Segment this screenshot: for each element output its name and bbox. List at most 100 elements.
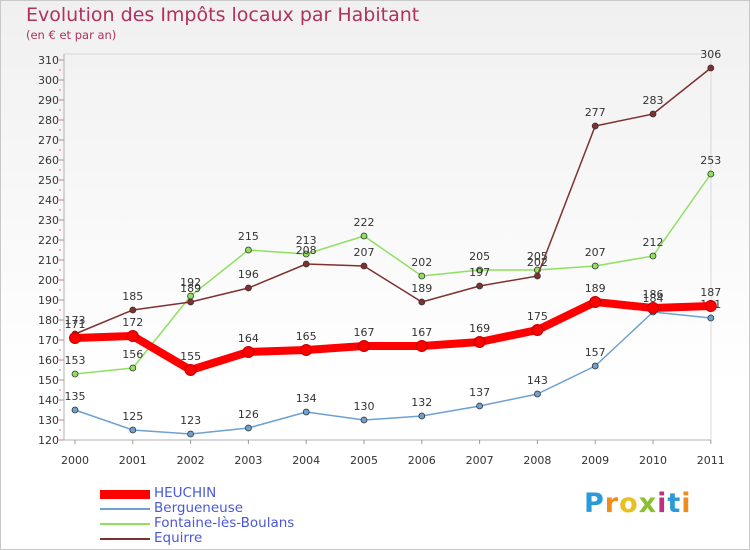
x-tick-label: 2002 [177,454,205,467]
data-label: 213 [296,234,317,247]
logo-letter: i [681,488,692,519]
data-point [358,340,370,352]
data-label: 306 [700,48,721,61]
chart-subtitle: (en € et par an) [26,28,117,42]
series-heuchin: 171 172 155 164 165 167 167 169 175 189 186 187 [65,282,721,376]
data-label: 202 [527,256,548,269]
series-line [71,298,715,374]
data-point [534,272,541,280]
data-label: 156 [122,348,143,361]
data-point [184,364,197,376]
data-label: 207 [354,246,375,259]
data-point [187,430,195,438]
x-tick-label: 2009 [581,454,609,467]
data-label: 143 [527,374,548,387]
data-point [302,408,310,416]
data-point [531,324,544,336]
data-label: 215 [238,230,259,243]
x-tick-label: 2007 [466,454,494,467]
data-label: 173 [65,314,86,327]
logo-letter: r [604,488,620,519]
data-label: 197 [469,266,490,279]
y-tick-label: 300 [38,74,59,87]
data-point [473,336,486,348]
logo-letter: P [584,488,605,519]
data-label: 135 [65,390,86,403]
data-point [360,262,368,270]
y-tick-label: 280 [38,114,59,127]
data-label: 167 [411,326,432,339]
data-point [71,370,79,378]
y-tick-label: 150 [38,374,59,387]
data-point [360,416,368,424]
data-point [704,300,717,312]
data-label: 253 [700,154,721,167]
x-tick-label: 2011 [697,454,725,467]
data-label: 283 [643,94,664,107]
data-point [649,110,657,118]
y-tick-label: 180 [38,314,59,327]
data-label: 207 [585,246,606,259]
data-point [129,306,137,314]
data-label: 186 [643,288,664,301]
legend-swatch [100,489,150,499]
data-point [244,284,252,292]
x-tick-label: 2006 [408,454,436,467]
y-tick-label: 190 [38,294,59,307]
x-tick-label: 2001 [119,454,147,467]
data-label: 132 [411,396,432,409]
data-point [71,406,79,414]
logo-letter: o [619,488,639,519]
data-point [589,296,602,308]
data-point [418,272,426,280]
legend-label: Fontaine-lès-Boulans [154,515,295,531]
data-point [476,282,484,290]
data-point [418,412,426,420]
data-point [129,364,137,372]
legend-swatch [100,523,150,525]
data-label: 167 [354,326,375,339]
y-tick-label: 200 [38,274,59,287]
data-label: 164 [238,332,259,345]
x-tick-label: 2004 [292,454,320,467]
legend-swatch [100,508,150,510]
data-label: 172 [122,316,143,329]
y-tick-label: 120 [38,434,59,447]
proxiti-logo: Proxiti [584,488,692,519]
chart-title: Evolution des Impôts locaux par Habitant [26,4,420,26]
y-tick-label: 220 [38,234,59,247]
data-label: 171 [65,318,86,331]
data-point [302,250,310,258]
data-point [360,232,368,240]
x-tick-label: 2003 [234,454,262,467]
y-tick-label: 140 [38,394,59,407]
data-label: 126 [238,408,259,421]
data-label: 187 [700,286,721,299]
data-label: 184 [643,292,664,305]
x-tick-label: 2005 [350,454,378,467]
data-point [187,298,195,306]
y-tick-label: 230 [38,214,59,227]
data-label: 125 [122,410,143,423]
x-tick-label: 2000 [61,454,89,467]
plot-area [63,53,712,441]
series-line [74,67,712,335]
legend-swatch [100,538,150,540]
logo-letter: i [657,488,668,519]
series-equirre: 173 185 189 196 208 207 189 197 202 277 283 306 [65,48,721,338]
y-tick-label: 270 [38,134,59,147]
data-label: 212 [643,236,664,249]
series-line [74,173,712,375]
data-point [242,346,255,358]
data-label: 169 [469,322,490,335]
x-tick-label: 2010 [639,454,667,467]
data-point [647,302,659,314]
data-label: 222 [354,216,375,229]
data-point [591,122,599,130]
logo-letter: x [638,488,658,519]
data-point [418,298,426,306]
data-label: 157 [585,346,606,359]
data-point [302,260,310,268]
